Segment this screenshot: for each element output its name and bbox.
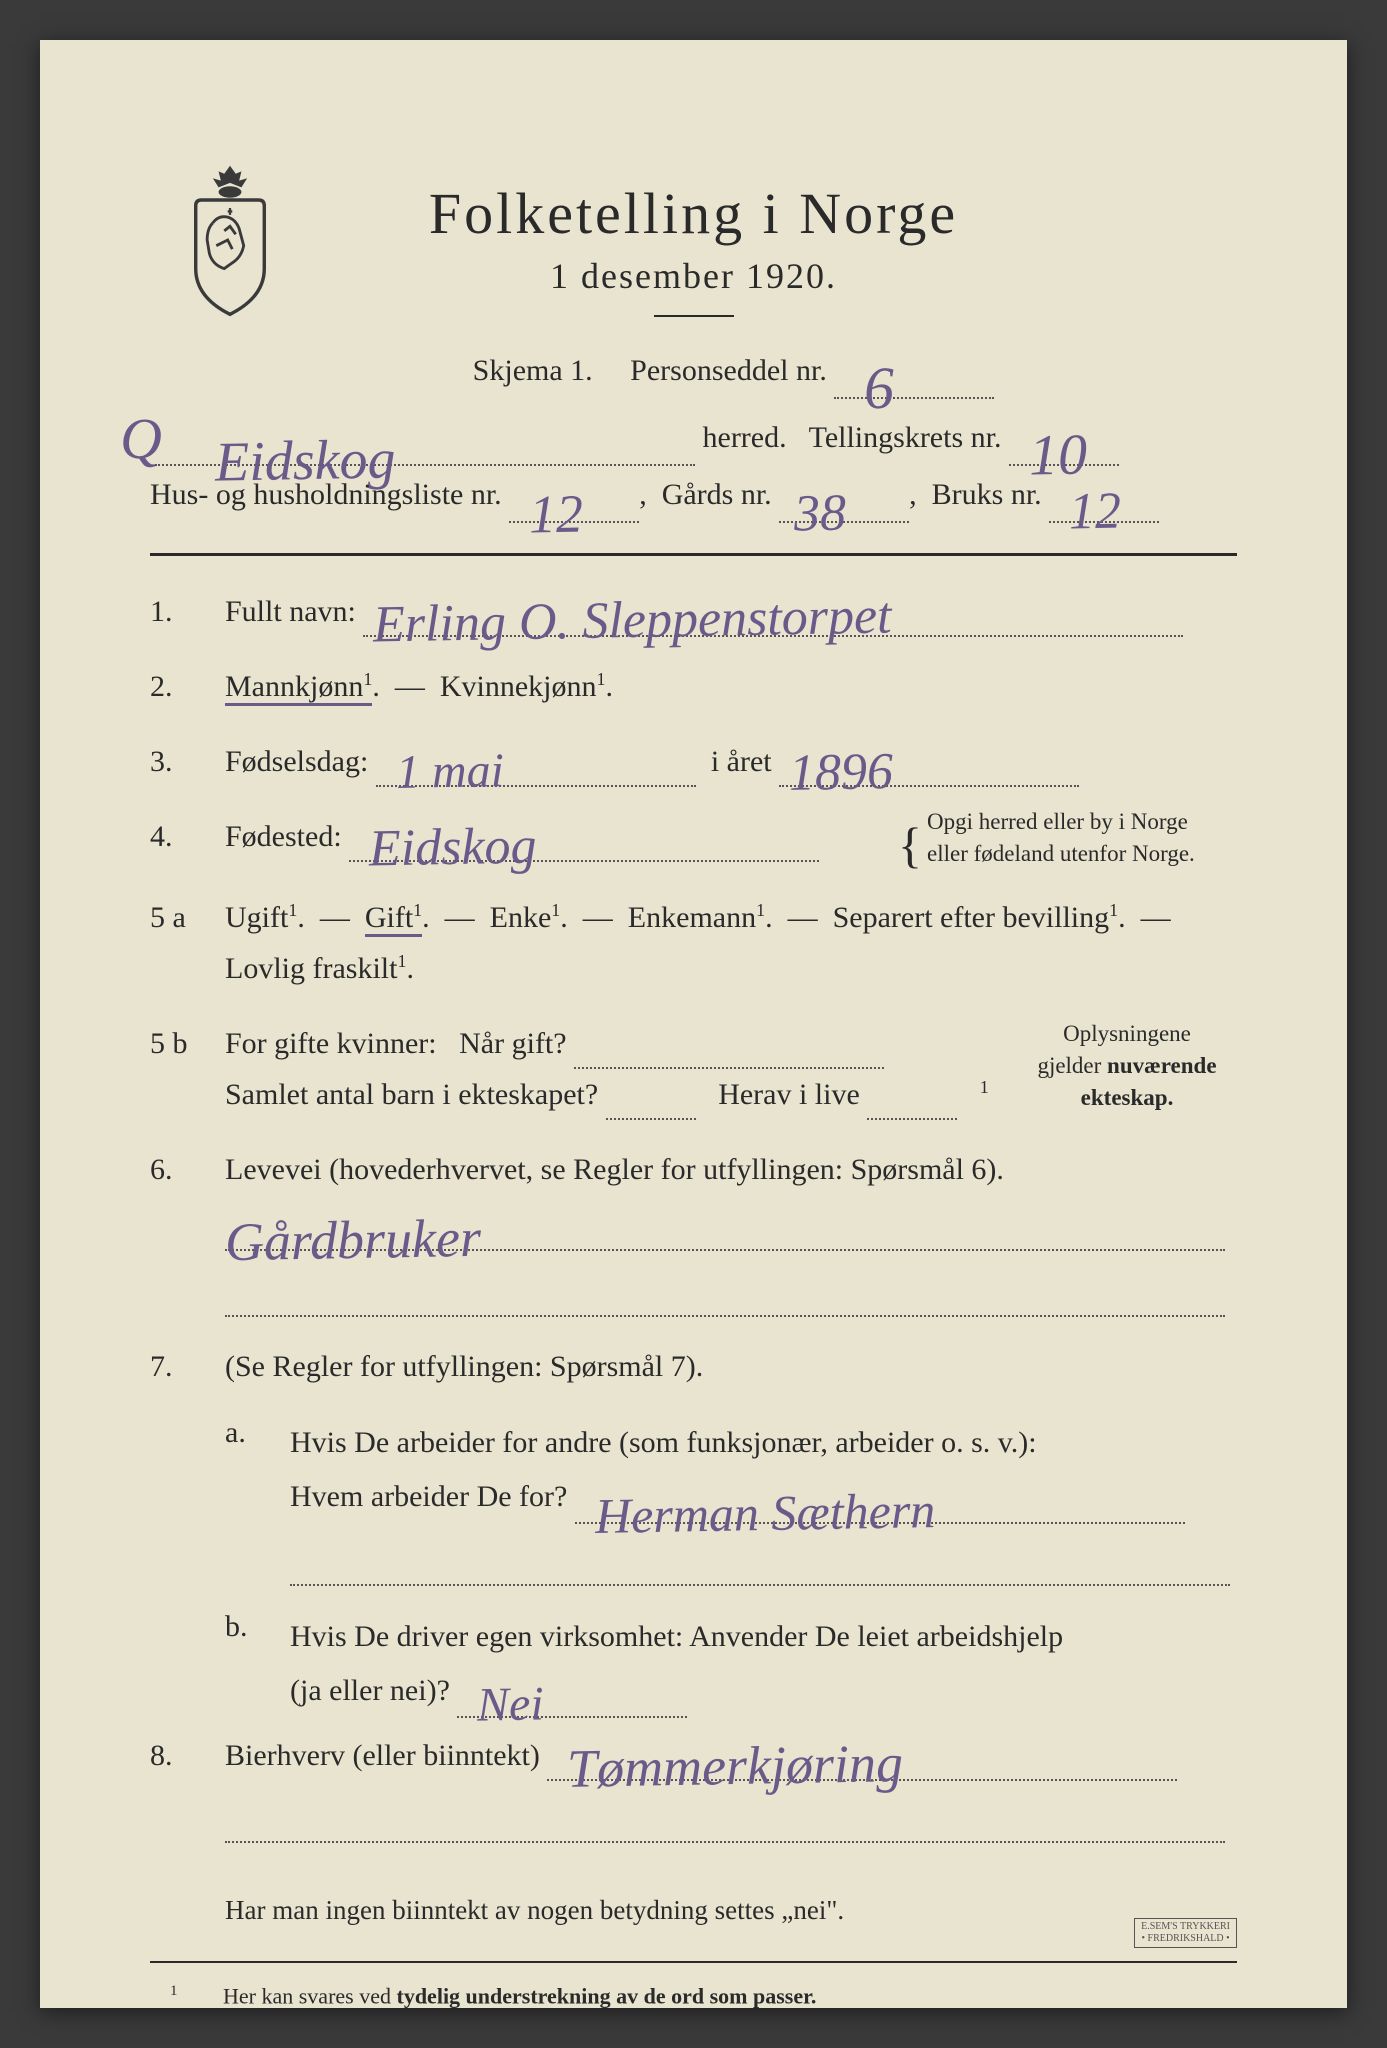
q7-label: (Se Regler for utfyllingen: Spørsmål 7). [225,1350,703,1383]
q5b-note3: ekteskap. [1081,1085,1174,1110]
census-document: Folketelling i Norge 1 desember 1920. Sk… [40,40,1347,2008]
q7a-label2: Hvem arbeider De for? [290,1480,567,1513]
footnote: 1 Her kan svares ved tydelig understrekn… [150,1983,1237,2009]
hus-label: Hus- og husholdningsliste nr. [150,478,502,511]
brace-icon: { [898,803,922,888]
q3-day-value: 1 mai [395,730,504,813]
bruks-nr-value: 12 [1068,463,1122,563]
q6-value: Gårdbruker [224,1193,482,1289]
q4-row: 4. Fødested: Eidskog { Opgi herred eller… [150,811,1237,862]
q5b-label1: For gifte kvinner: [225,1027,437,1060]
q3-year-label: i året [711,745,772,778]
tellingskrets-label: Tellingskrets nr. [809,421,1002,454]
footer-note: Har man ingen biinntekt av nogen betydni… [150,1885,1237,1936]
q3-label: Fødselsdag: [225,745,368,778]
q5a-lovlig: Lovlig fraskilt1. [225,952,414,985]
printer-line1: E.SEM'S TRYKKERI [1141,1921,1230,1932]
q4-note1: Opgi herred eller by i Norge [927,809,1188,834]
q4-num: 4. [150,820,225,854]
q3-year-value: 1896 [788,728,894,818]
q8-label: Bierhverv (eller biinntekt) [225,1739,540,1772]
q4-label: Fødested: [225,820,342,853]
q6-row: 6. Levevei (hovederhvervet, se Regler fo… [150,1144,1237,1317]
document-title: Folketelling i Norge [150,180,1237,247]
printer-mark: E.SEM'S TRYKKERI • FREDRIKSHALD • [1134,1918,1237,1948]
q5a-row: 5 a Ugift1. — Gift1. — Enke1. — Enkemann… [150,892,1237,994]
q8-num: 8. [150,1739,225,1773]
q5b-note1: Oplysningene [1063,1021,1191,1046]
q7b-label: Hvis De driver egen virksomhet: Anvender… [290,1620,1063,1653]
herred-line: Q Eidskog herred. Tellingskrets nr. 10 [150,409,1237,466]
q7a-label: Hvis De arbeider for andre (som funksjon… [290,1426,1037,1459]
q4-value: Eidskog [368,803,537,894]
q5b-row: 5 b For gifte kvinner: Når gift? Oplysni… [150,1018,1237,1120]
footnote-prefix: Her kan svares ved [223,1984,397,2009]
q5a-enke: Enke1. [490,901,568,934]
q7a-letter: a. [225,1416,246,1450]
q5a-enkemann: Enkemann1. [628,901,773,934]
q5b-note2: gjelder nuværende [1037,1053,1216,1078]
q7a-value: Herman Sæthern [594,1465,936,1561]
q2-row: 2. Mannkjønn1. — Kvinnekjønn1. [150,661,1237,712]
q8-row: 8. Bierhverv (eller biinntekt) Tømmerkjø… [150,1672,1237,1785]
q3-row: 3. Fødselsdag: 1 mai i året 1896 [150,736,1237,787]
skjema-label: Skjema 1. [473,354,593,387]
q2-num: 2. [150,670,225,704]
q7a-row: a. Hvis De arbeider for andre (som funks… [150,1416,1237,1586]
q7b-letter: b. [225,1610,248,1644]
q5b-label4: Herav i live [718,1078,860,1111]
skjema-line: Skjema 1. Personseddel nr. 6 [230,342,1237,399]
q1-label: Fullt navn: [225,595,356,628]
q1-value: Erling O. Sleppenstorpet [373,572,893,669]
printer-line2: • FREDRIKSHALD • [1142,1933,1230,1944]
q8-value: Tømmerkjøring [567,1718,905,1816]
q3-num: 3. [150,745,225,779]
coat-of-arms-icon [170,160,290,320]
hus-line: Hus- og husholdningsliste nr. 12 , Gårds… [150,466,1237,523]
q2-kvinne: Kvinnekjønn1. [440,670,613,703]
q1-num: 1. [150,595,225,629]
q5b-label2: Når gift? [459,1027,566,1060]
q2-mann: Mannkjønn1 [225,670,372,706]
q4-note2: eller fødeland utenfor Norge. [927,841,1195,866]
q5a-gift: Gift1 [365,901,422,937]
q1-row: 1. Fullt navn: Erling O. Sleppenstorpet [150,586,1237,637]
header-divider [654,315,734,317]
q6-label: Levevei (hovederhvervet, se Regler for u… [225,1153,1004,1186]
q5a-separert: Separert efter bevilling1. [833,901,1126,934]
gards-label: Gårds nr. [662,478,772,511]
document-subtitle: 1 desember 1920. [150,255,1237,297]
footnote-bold: tydelig understrekning av de ord som pas… [397,1984,817,2009]
q5b-num: 5 b [150,1027,225,1061]
gards-nr-value: 38 [793,465,847,565]
hus-nr-value: 12 [528,463,584,567]
q5a-num: 5 a [150,901,225,935]
q7-num: 7. [150,1350,225,1384]
bottom-divider [150,1961,1237,1963]
bruks-label: Bruks nr. [932,478,1042,511]
q5a-ugift: Ugift1. [225,901,305,934]
q7-row: 7. (Se Regler for utfyllingen: Spørsmål … [150,1341,1237,1392]
q6-num: 6. [150,1153,225,1187]
herred-label: herred. [703,421,787,454]
personseddel-label: Personseddel nr. [630,354,827,387]
q5b-label3: Samlet antal barn i ekteskapet? [225,1078,598,1111]
document-header: Folketelling i Norge 1 desember 1920. Sk… [150,180,1237,523]
